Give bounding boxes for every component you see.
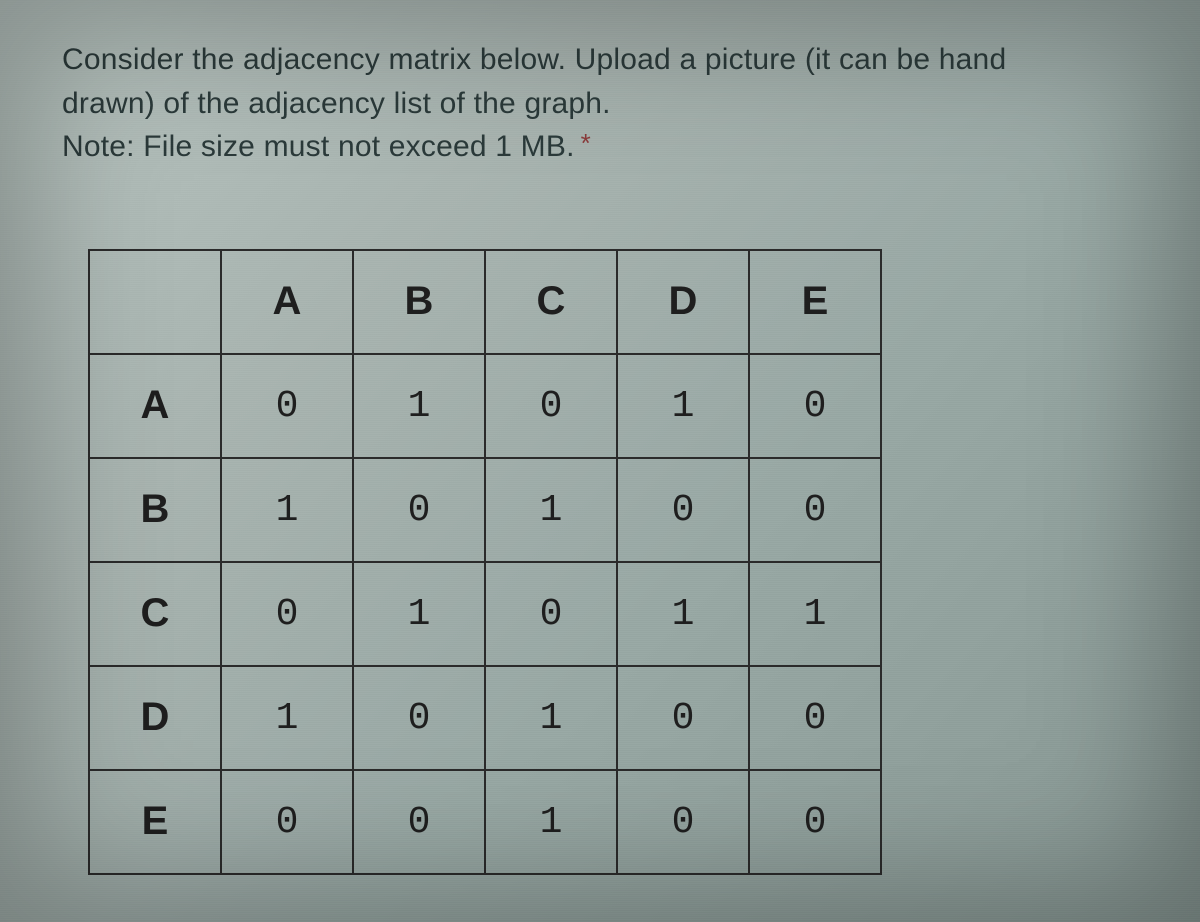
required-asterisk: * [581,128,591,158]
prompt-line-3: Note: File size must not exceed 1 MB.* [62,125,1140,169]
col-header: D [617,250,749,354]
matrix-cell: 1 [749,562,881,666]
matrix-cell: 0 [749,354,881,458]
row-header: A [89,354,221,458]
table-row: A 0 1 0 1 0 [89,354,881,458]
matrix-cell: 0 [485,562,617,666]
prompt-line-1: Consider the adjacency matrix below. Upl… [62,38,1140,82]
table-row: C 0 1 0 1 1 [89,562,881,666]
table-row: E 0 0 1 0 0 [89,770,881,874]
prompt-line-2: drawn) of the adjacency list of the grap… [62,82,1140,126]
matrix-cell: 0 [617,458,749,562]
matrix-cell: 0 [749,458,881,562]
matrix-cell: 1 [353,354,485,458]
row-header: B [89,458,221,562]
matrix-cell: 1 [221,666,353,770]
question-content: Consider the adjacency matrix below. Upl… [62,38,1140,875]
matrix-cell: 0 [749,666,881,770]
row-header: D [89,666,221,770]
matrix-cell: 0 [221,770,353,874]
matrix-corner-cell [89,250,221,354]
question-prompt: Consider the adjacency matrix below. Upl… [62,38,1140,169]
matrix-cell: 1 [617,354,749,458]
table-row: B 1 0 1 0 0 [89,458,881,562]
matrix-cell: 0 [617,666,749,770]
col-header: C [485,250,617,354]
prompt-note: Note: File size must not exceed 1 MB. [62,130,575,163]
matrix-cell: 1 [617,562,749,666]
matrix-cell: 0 [353,666,485,770]
table-row: D 1 0 1 0 0 [89,666,881,770]
matrix-cell: 1 [485,666,617,770]
matrix-cell: 1 [485,458,617,562]
matrix-header-row: A B C D E [89,250,881,354]
row-header: E [89,770,221,874]
matrix-cell: 0 [353,770,485,874]
adjacency-matrix-table: A B C D E A 0 1 0 1 0 B 1 [88,249,882,875]
matrix-cell: 0 [221,562,353,666]
matrix-cell: 0 [221,354,353,458]
matrix-cell: 1 [221,458,353,562]
col-header: E [749,250,881,354]
matrix-cell: 0 [617,770,749,874]
matrix-cell: 1 [353,562,485,666]
matrix-cell: 1 [485,770,617,874]
matrix-cell: 0 [485,354,617,458]
matrix-cell: 0 [353,458,485,562]
col-header: B [353,250,485,354]
row-header: C [89,562,221,666]
adjacency-matrix-container: A B C D E A 0 1 0 1 0 B 1 [88,249,1140,875]
matrix-cell: 0 [749,770,881,874]
col-header: A [221,250,353,354]
